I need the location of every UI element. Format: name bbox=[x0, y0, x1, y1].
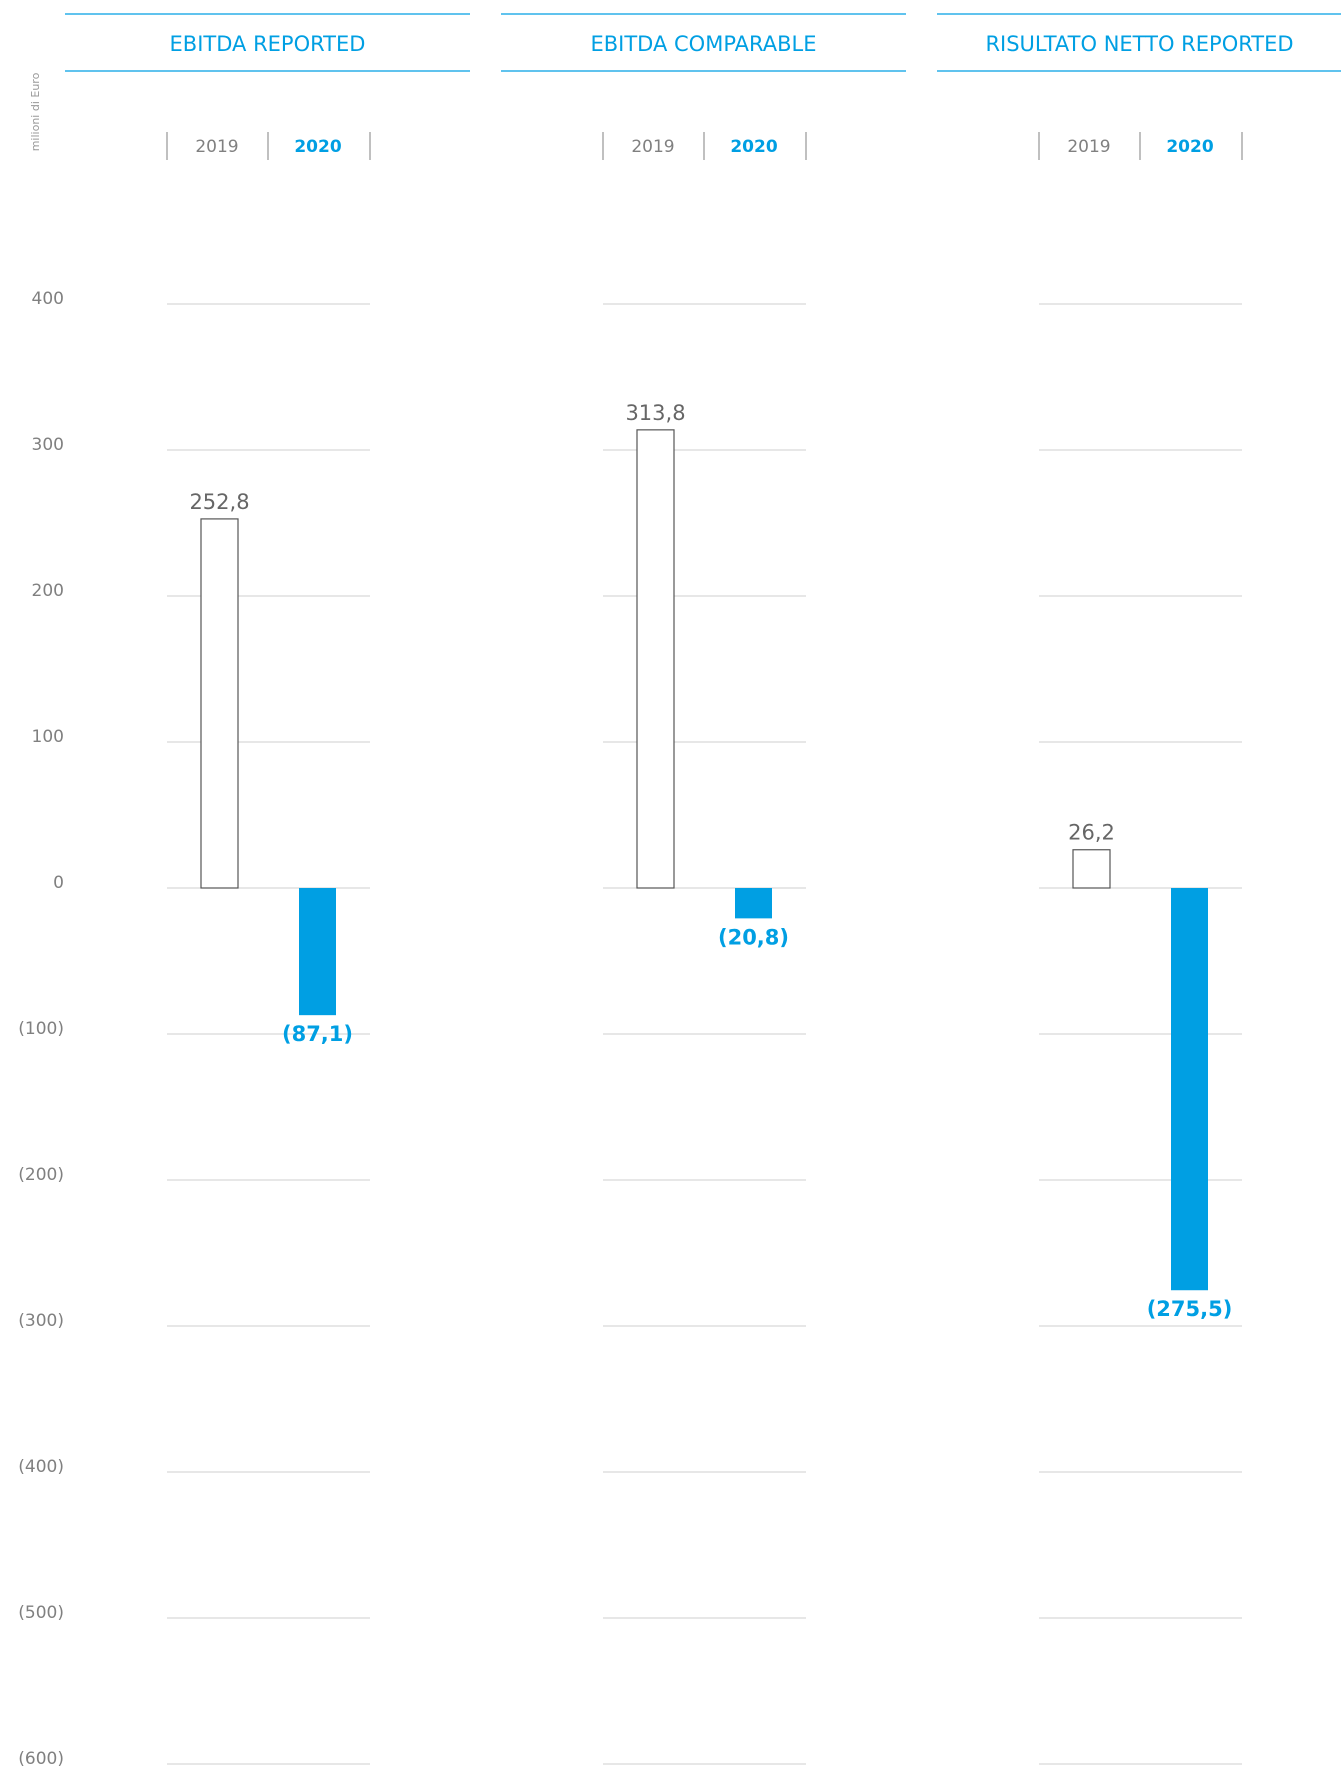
bar bbox=[299, 888, 336, 1016]
value-label: 252,8 bbox=[189, 490, 249, 514]
value-label: (275,5) bbox=[1147, 1297, 1233, 1321]
panel-title: EBITDA REPORTED bbox=[170, 32, 366, 56]
value-label: 26,2 bbox=[1068, 821, 1115, 845]
y-tick-label: (200) bbox=[18, 1165, 64, 1185]
y-tick-label: (300) bbox=[18, 1311, 64, 1331]
x-tick-label: 2020 bbox=[1166, 137, 1213, 157]
bar bbox=[636, 429, 675, 889]
y-tick-label: (100) bbox=[18, 1019, 64, 1039]
x-tick-label: 2019 bbox=[195, 137, 238, 157]
x-tick-label: 2019 bbox=[631, 137, 674, 157]
panel-title: EBITDA COMPARABLE bbox=[590, 32, 816, 56]
value-label: (87,1) bbox=[282, 1022, 353, 1046]
bar bbox=[735, 888, 772, 919]
value-label: 313,8 bbox=[625, 401, 685, 425]
value-label: (20,8) bbox=[718, 925, 789, 949]
y-tick-label: (400) bbox=[18, 1457, 64, 1477]
y-tick-label: (600) bbox=[18, 1749, 64, 1769]
y-axis-label: milioni di Euro bbox=[29, 72, 42, 151]
x-tick-label: 2020 bbox=[294, 137, 341, 157]
bar bbox=[1171, 888, 1208, 1291]
x-tick-label: 2019 bbox=[1067, 137, 1110, 157]
panel-title: RISULTATO NETTO REPORTED bbox=[985, 32, 1293, 56]
y-tick-label: (500) bbox=[18, 1603, 64, 1623]
y-tick-label: 300 bbox=[32, 435, 64, 455]
y-tick-label: 400 bbox=[32, 289, 64, 309]
bar bbox=[200, 518, 239, 889]
y-tick-label: 0 bbox=[53, 873, 64, 893]
x-tick-label: 2020 bbox=[730, 137, 777, 157]
y-tick-label: 200 bbox=[32, 581, 64, 601]
bar bbox=[1072, 849, 1111, 889]
y-tick-label: 100 bbox=[32, 727, 64, 747]
